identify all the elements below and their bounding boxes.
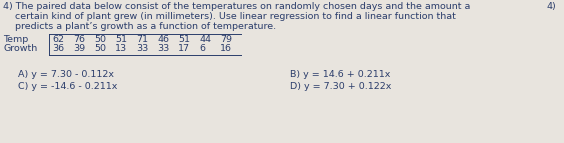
Text: A) y = 7.30 - 0.112x: A) y = 7.30 - 0.112x [18, 70, 114, 79]
Text: 44: 44 [199, 35, 211, 44]
Text: 50: 50 [94, 35, 106, 44]
Text: 76: 76 [73, 35, 85, 44]
Text: 46: 46 [157, 35, 169, 44]
Text: 13: 13 [115, 44, 127, 53]
Text: 36: 36 [52, 44, 64, 53]
Text: Temp: Temp [3, 35, 28, 44]
Text: 16: 16 [220, 44, 232, 53]
Text: 4): 4) [547, 2, 556, 11]
Text: Growth: Growth [3, 44, 37, 53]
Text: 50: 50 [94, 44, 106, 53]
Text: 33: 33 [157, 44, 169, 53]
Text: 17: 17 [178, 44, 190, 53]
Text: D) y = 7.30 + 0.122x: D) y = 7.30 + 0.122x [290, 82, 391, 91]
Text: 39: 39 [73, 44, 85, 53]
Text: 51: 51 [115, 35, 127, 44]
Text: 51: 51 [178, 35, 190, 44]
Text: 71: 71 [136, 35, 148, 44]
Text: 79: 79 [220, 35, 232, 44]
Text: 6: 6 [199, 44, 205, 53]
Text: 33: 33 [136, 44, 148, 53]
Text: B) y = 14.6 + 0.211x: B) y = 14.6 + 0.211x [290, 70, 390, 79]
Text: predicts a plant’s growth as a function of temperature.: predicts a plant’s growth as a function … [3, 22, 276, 31]
Text: 4) The paired data below consist of the temperatures on randomly chosen days and: 4) The paired data below consist of the … [3, 2, 470, 11]
Text: C) y = -14.6 - 0.211x: C) y = -14.6 - 0.211x [18, 82, 117, 91]
Text: certain kind of plant grew (in millimeters). Use linear regression to find a lin: certain kind of plant grew (in millimete… [3, 12, 456, 21]
Text: 62: 62 [52, 35, 64, 44]
